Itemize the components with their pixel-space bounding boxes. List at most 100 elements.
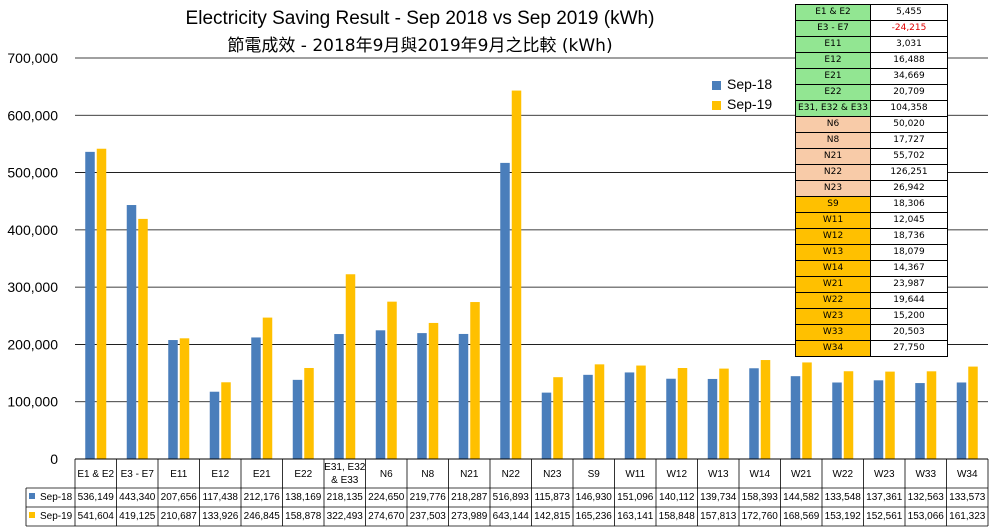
savings-row: N6 50,020 bbox=[795, 116, 948, 133]
x-category-label: E1 & E2 bbox=[77, 469, 114, 480]
x-category-label: E22 bbox=[294, 469, 312, 480]
savings-row-name: W33 bbox=[795, 324, 871, 341]
bar-sep-18 bbox=[749, 368, 759, 459]
savings-row: W13 18,079 bbox=[795, 244, 948, 261]
bar-sep-19 bbox=[428, 322, 439, 459]
x-category-label: N6 bbox=[380, 469, 393, 480]
y-tick-label: 500,000 bbox=[7, 165, 58, 181]
bar-sep-18 bbox=[417, 333, 427, 459]
x-category-label: N21 bbox=[460, 469, 479, 480]
table-value-sep-19: 643,144 bbox=[493, 511, 530, 522]
bar-sep-18 bbox=[500, 162, 510, 459]
x-category-label: N23 bbox=[543, 469, 562, 480]
savings-row: W34 27,750 bbox=[795, 340, 948, 357]
savings-row-name: N6 bbox=[795, 116, 871, 133]
table-value-sep-19: 158,878 bbox=[285, 511, 322, 522]
savings-row-value: 18,736 bbox=[870, 228, 948, 245]
bar-sep-19 bbox=[636, 365, 646, 459]
table-value-sep-19: 153,192 bbox=[825, 511, 862, 522]
x-category-label: W22 bbox=[832, 469, 853, 480]
savings-row: W22 19,644 bbox=[795, 292, 948, 309]
savings-row-name: N23 bbox=[795, 180, 871, 197]
savings-row-name: N21 bbox=[795, 148, 871, 165]
table-value-sep-18: 536,149 bbox=[78, 492, 115, 503]
savings-row: N22 126,251 bbox=[795, 164, 948, 181]
bar-sep-18 bbox=[624, 372, 635, 459]
savings-row-name: E12 bbox=[795, 52, 871, 69]
savings-row-value: 19,644 bbox=[870, 292, 948, 309]
bar-sep-19 bbox=[387, 301, 397, 459]
savings-row-name: W12 bbox=[795, 228, 871, 245]
x-category-label: E3 - E7 bbox=[121, 469, 155, 480]
table-value-sep-19: 157,813 bbox=[700, 511, 737, 522]
legend-swatch-sep-19 bbox=[712, 100, 721, 110]
y-tick-label: 200,000 bbox=[7, 336, 58, 352]
x-category-label: N8 bbox=[421, 469, 434, 480]
savings-row-value: 14,367 bbox=[870, 260, 948, 277]
legend-label-sep-18: Sep-18 bbox=[727, 76, 773, 92]
table-value-sep-18: 132,563 bbox=[908, 492, 945, 503]
bar-sep-18 bbox=[168, 340, 178, 459]
bar-sep-18 bbox=[707, 378, 718, 459]
savings-row-name: W22 bbox=[795, 292, 871, 309]
table-value-sep-18: 151,096 bbox=[617, 492, 654, 503]
table-legend-key bbox=[29, 493, 35, 499]
savings-row-name: N22 bbox=[795, 164, 871, 181]
bar-sep-19 bbox=[221, 382, 231, 459]
table-value-sep-18: 212,176 bbox=[244, 492, 281, 503]
table-series-label: Sep-18 bbox=[40, 492, 73, 503]
bar-sep-18 bbox=[915, 383, 925, 459]
y-tick-label: 400,000 bbox=[7, 222, 58, 238]
chart-subtitle: 節電成效 - 2018年9月與2019年9月之比較 (kWh) bbox=[227, 36, 613, 56]
bar-sep-19 bbox=[179, 338, 190, 459]
savings-row: E11 3,031 bbox=[795, 36, 948, 53]
savings-row-value: 18,079 bbox=[870, 244, 948, 261]
table-value-sep-19: 161,323 bbox=[949, 511, 986, 522]
savings-row-name: E21 bbox=[795, 68, 871, 85]
table-value-sep-19: 246,845 bbox=[244, 511, 281, 522]
savings-row-value: 20,503 bbox=[870, 324, 948, 341]
savings-row-name: S9 bbox=[795, 196, 871, 213]
x-category-label: W21 bbox=[791, 469, 812, 480]
table-value-sep-18: 516,893 bbox=[493, 492, 530, 503]
chart-title: Electricity Saving Result - Sep 2018 vs … bbox=[185, 8, 655, 29]
table-series-label: Sep-19 bbox=[40, 511, 73, 522]
x-category-label: W34 bbox=[957, 469, 978, 480]
savings-row-value: -24,215 bbox=[870, 20, 948, 37]
bar-sep-18 bbox=[790, 376, 801, 459]
bar-sep-19 bbox=[138, 218, 148, 459]
table-value-sep-19: 172,760 bbox=[742, 511, 779, 522]
x-category-label: W13 bbox=[708, 469, 729, 480]
table-value-sep-19: 152,561 bbox=[866, 511, 903, 522]
table-value-sep-19: 274,670 bbox=[368, 511, 405, 522]
x-category-label: E31, E32 bbox=[324, 462, 366, 473]
savings-row: N21 55,702 bbox=[795, 148, 948, 165]
savings-row: E1 & E2 5,455 bbox=[795, 4, 948, 21]
y-tick-label: 300,000 bbox=[7, 279, 58, 295]
table-value-sep-19: 165,236 bbox=[576, 511, 613, 522]
table-legend-key bbox=[29, 512, 35, 518]
savings-row: W12 18,736 bbox=[795, 228, 948, 245]
bar-sep-19 bbox=[511, 90, 522, 459]
savings-row-value: 26,942 bbox=[870, 180, 948, 197]
x-category-label: W33 bbox=[915, 469, 936, 480]
bar-sep-18 bbox=[666, 378, 676, 459]
bar-sep-19 bbox=[968, 366, 978, 459]
table-value-sep-18: 133,548 bbox=[825, 492, 862, 503]
bar-sep-18 bbox=[458, 333, 469, 459]
savings-row-name: W11 bbox=[795, 212, 871, 229]
savings-row: S9 18,306 bbox=[795, 196, 948, 213]
x-category-label: & E33 bbox=[331, 475, 359, 486]
bar-sep-18 bbox=[541, 392, 552, 459]
y-tick-label: 600,000 bbox=[7, 107, 58, 123]
savings-row-value: 126,251 bbox=[870, 164, 948, 181]
y-tick-label: 0 bbox=[50, 451, 58, 467]
table-value-sep-18: 133,573 bbox=[949, 492, 986, 503]
bar-sep-18 bbox=[251, 337, 261, 459]
table-value-sep-18: 218,135 bbox=[327, 492, 364, 503]
table-value-sep-18: 139,734 bbox=[700, 492, 737, 503]
savings-row-value: 50,020 bbox=[870, 116, 948, 133]
savings-row-name: W14 bbox=[795, 260, 871, 277]
table-value-sep-19: 158,848 bbox=[659, 511, 696, 522]
